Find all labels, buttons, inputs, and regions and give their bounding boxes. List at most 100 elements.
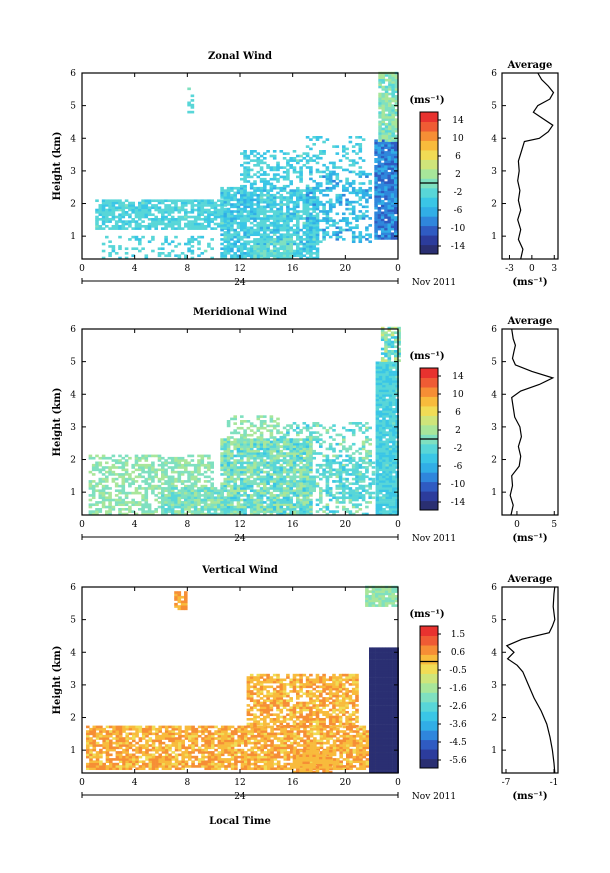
field-cell: [374, 139, 378, 143]
field-cell: [207, 463, 211, 467]
field-cell: [328, 466, 333, 469]
field-cell: [351, 238, 356, 241]
field-cell: [328, 203, 333, 206]
field-cell: [167, 496, 172, 500]
field-cell: [134, 461, 139, 465]
field-cell: [394, 151, 398, 154]
field-cell: [144, 466, 149, 469]
field-cell: [388, 111, 392, 114]
field-cell: [365, 456, 369, 460]
field-cell: [302, 210, 307, 213]
field-cell: [269, 461, 274, 465]
field-cell: [325, 231, 330, 234]
field-cell: [335, 484, 340, 488]
field-cell: [95, 484, 99, 488]
field-cell: [111, 213, 116, 217]
field-cell: [170, 468, 175, 472]
field-cell: [358, 473, 363, 476]
field-cell: [256, 510, 261, 513]
field-cell: [378, 466, 383, 469]
field-cell: [384, 211, 388, 215]
field-cell: [134, 463, 139, 467]
field-cell: [299, 505, 303, 509]
field-cell: [170, 512, 175, 516]
field-cell: [111, 454, 116, 458]
field-cell: [315, 482, 320, 486]
field-cell: [299, 489, 303, 493]
field-cell: [292, 189, 297, 192]
field-cell: [256, 489, 261, 493]
field-cell: [348, 422, 353, 425]
field-cell: [286, 256, 290, 260]
field-cell: [312, 449, 316, 453]
field-cell: [233, 438, 237, 441]
field-cell: [246, 249, 251, 253]
field-cell: [223, 442, 228, 446]
field-cell: [246, 198, 251, 202]
field-cell: [207, 510, 211, 513]
field-cell: [223, 233, 228, 237]
field-cell: [154, 494, 158, 497]
field-cell: [200, 508, 205, 511]
field-cell: [141, 487, 145, 490]
field-cell: [269, 501, 274, 504]
field-cell: [86, 739, 90, 743]
field-cell: [397, 340, 401, 344]
field-cell: [309, 440, 313, 444]
field-cell: [272, 233, 277, 237]
field-cell: [299, 193, 303, 197]
field-cell: [378, 449, 383, 453]
field-cell: [230, 494, 234, 497]
field-cell: [266, 510, 270, 513]
field-cell: [279, 508, 284, 511]
field-cell: [230, 249, 234, 253]
field-cell: [207, 466, 211, 469]
field-cell: [345, 470, 349, 474]
field-cell: [391, 97, 395, 101]
field-cell: [384, 230, 388, 233]
field-cell: [236, 508, 241, 511]
field-cell: [272, 249, 277, 253]
field-cell: [315, 424, 320, 427]
field-cell: [394, 144, 398, 147]
field-cell: [286, 484, 290, 488]
field-cell: [177, 498, 182, 502]
field-cell: [361, 138, 366, 141]
field-cell: [99, 767, 103, 771]
field-cell: [296, 154, 300, 158]
field-cell: [279, 226, 284, 230]
field-cell: [259, 161, 264, 165]
field-cell: [315, 238, 320, 241]
field-cell: [86, 755, 90, 759]
field-cell: [289, 456, 293, 460]
field-cell: [286, 212, 290, 216]
field-cell: [384, 183, 388, 187]
field-cell: [276, 164, 280, 167]
field-cell: [395, 489, 399, 493]
field-cell: [309, 256, 313, 260]
field-cell: [269, 480, 274, 483]
field-cell: [286, 480, 290, 483]
field-cell: [282, 496, 287, 500]
field-cell: [249, 182, 254, 186]
field-cell: [256, 221, 261, 225]
field-cell: [299, 210, 303, 213]
field-cell: [302, 438, 307, 441]
field-cell: [302, 477, 307, 481]
field-cell: [177, 501, 182, 504]
field-cell: [233, 440, 237, 444]
field-cell: [246, 210, 251, 213]
field-cell: [197, 225, 201, 228]
field-cell: [394, 223, 398, 226]
field-cell: [332, 186, 336, 190]
field-cell: [312, 431, 316, 434]
field-cell: [108, 473, 112, 476]
field-cell: [266, 456, 270, 460]
field-cell: [263, 198, 267, 202]
field-cell: [286, 433, 290, 437]
field-cell: [105, 477, 109, 481]
field-cell: [378, 116, 382, 119]
field-cell: [223, 235, 228, 239]
field-cell: [292, 231, 297, 234]
field-cell: [141, 199, 145, 203]
